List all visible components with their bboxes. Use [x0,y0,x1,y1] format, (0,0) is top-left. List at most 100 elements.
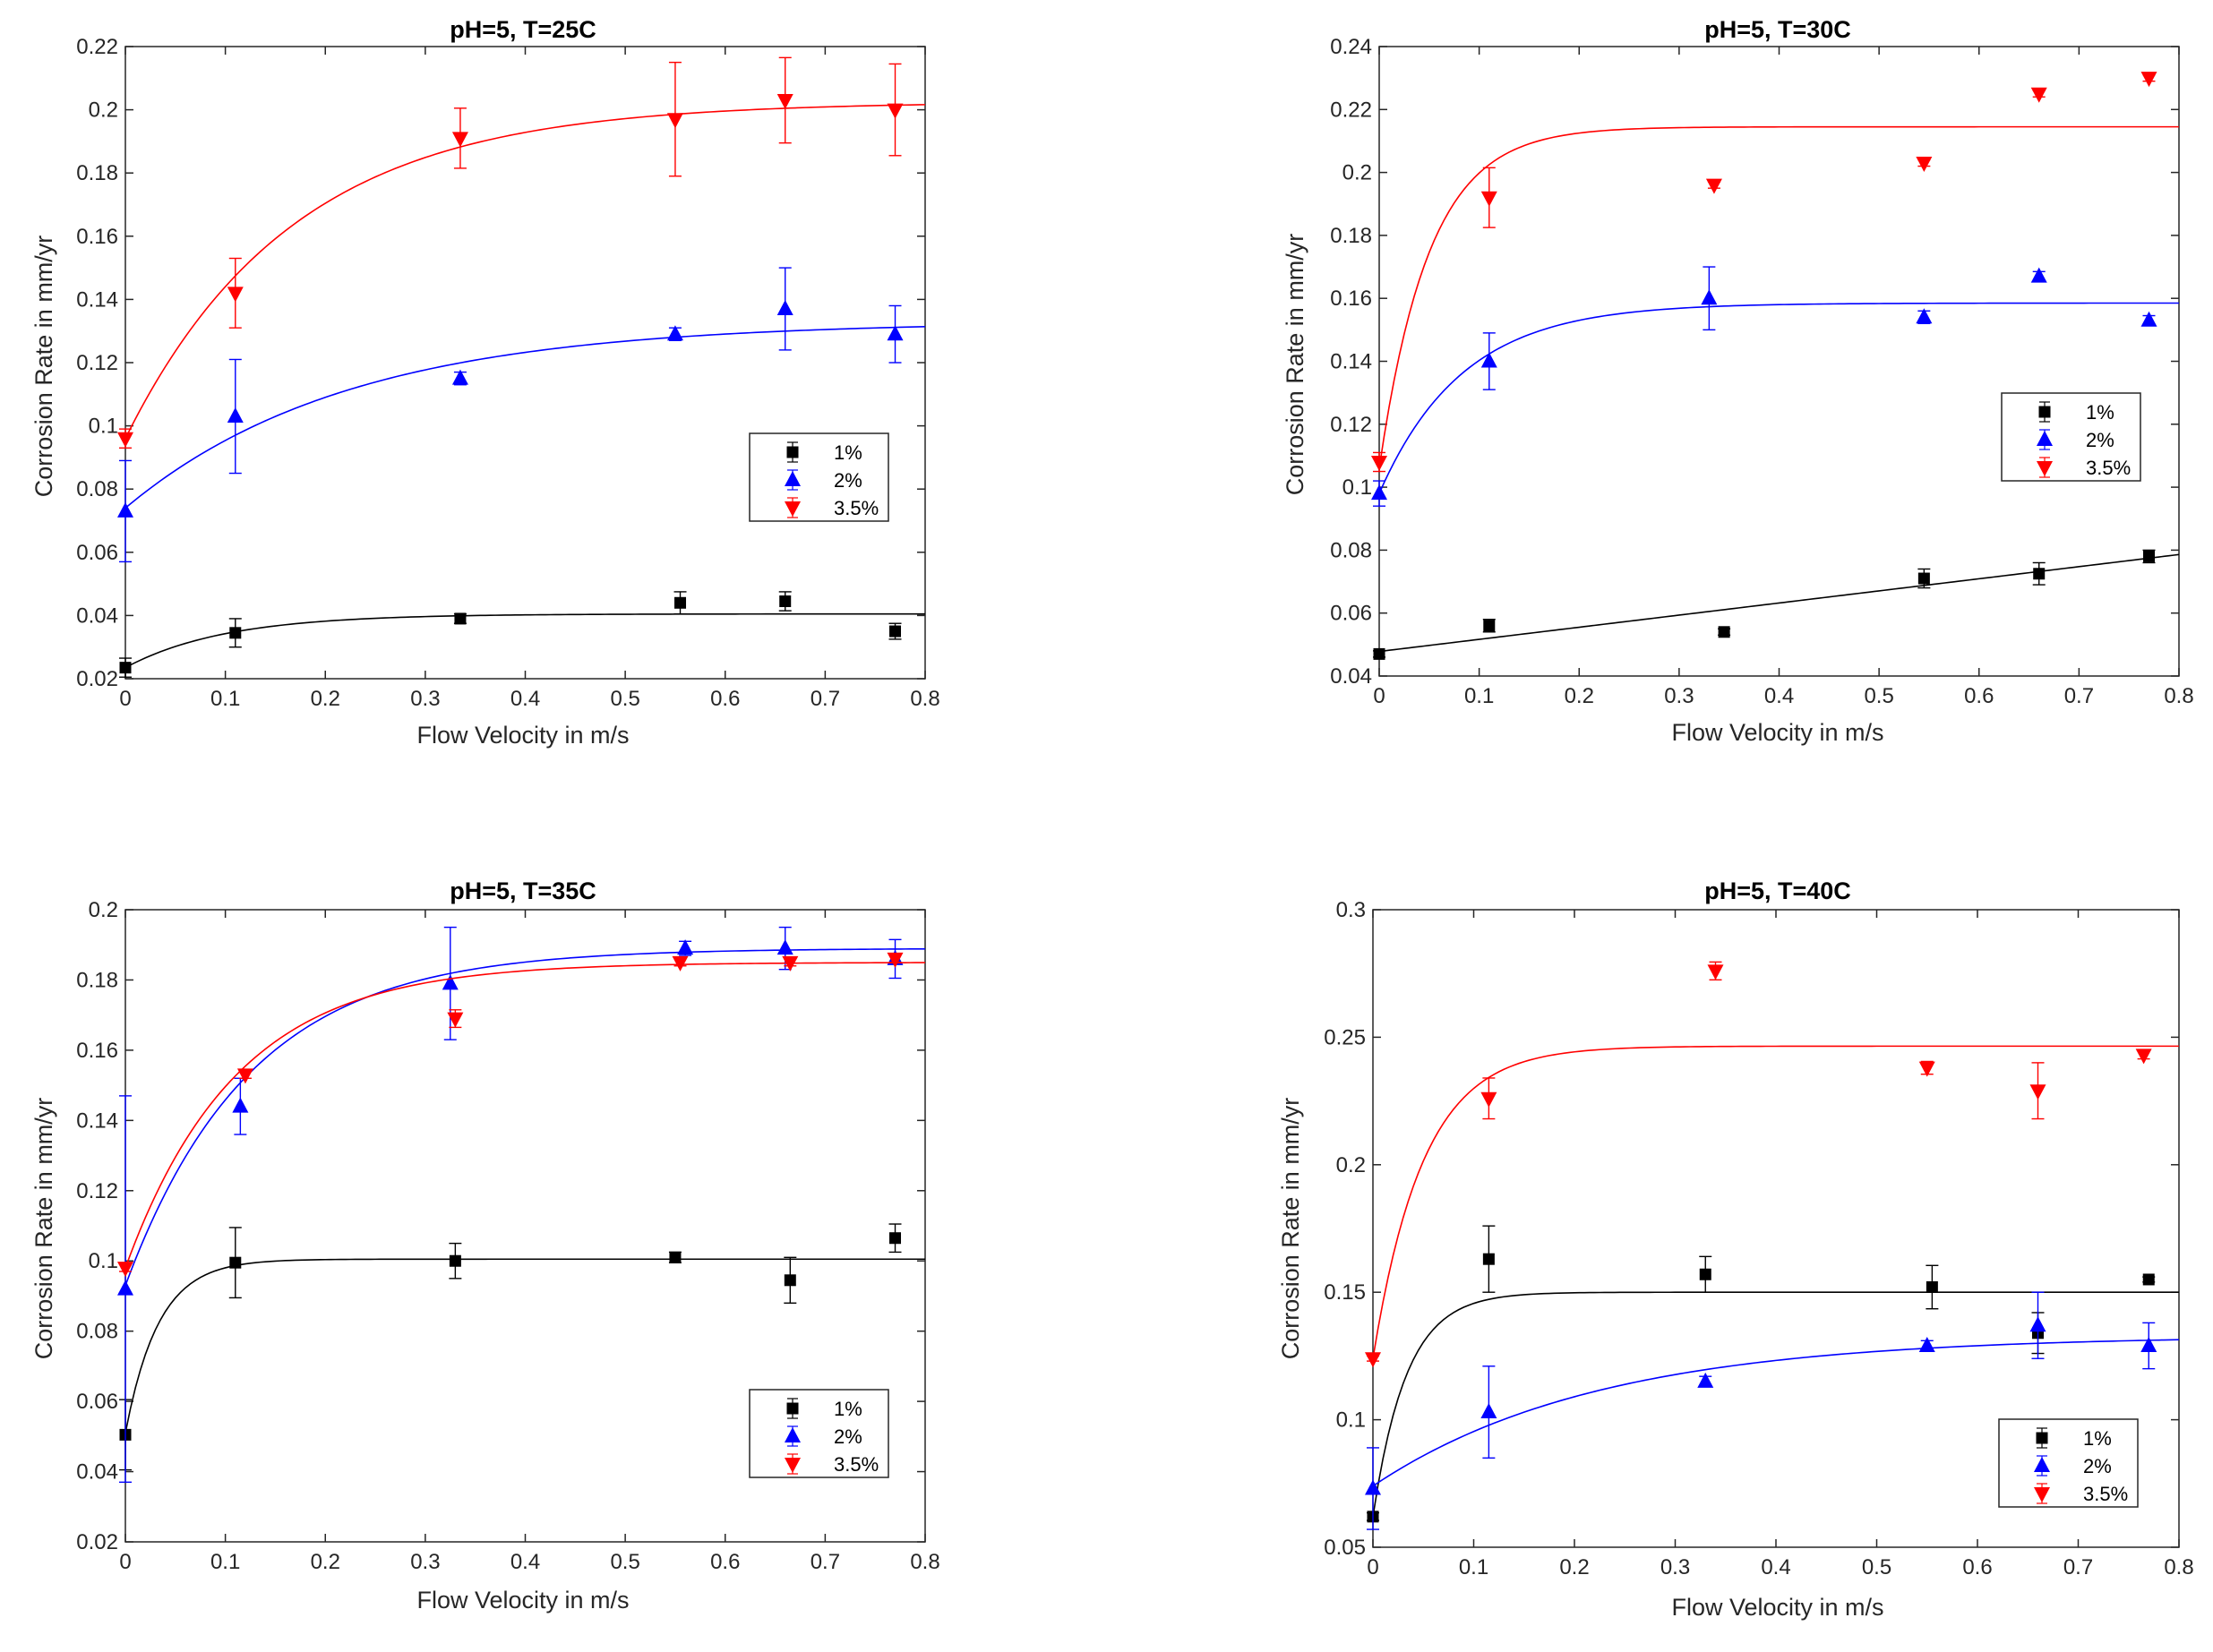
x-tick-label: 0.1 [1459,1555,1488,1579]
x-tick-label: 0.3 [410,687,440,711]
x-tick-label: 0.5 [610,687,639,711]
x-tick-label: 0 [119,687,131,711]
plot-area: 0 0.1 0.2 0.3 0.4 0.5 0.6 0.7 0.8 0.02 0.04 0.06 0.0… [76,35,939,711]
y-tick-label: 0.2 [89,898,118,922]
data-point [451,369,468,385]
legend-label-2pct: 2% [2083,1455,2112,1477]
series-1pct [119,591,925,678]
data-point [1483,620,1496,632]
y-tick-label: 0.16 [76,1039,118,1063]
legend-box [749,432,889,522]
data-point [232,1097,249,1113]
legend-label-1pct: 1% [834,441,862,464]
data-point [229,1256,242,1269]
data-point [2135,1049,2152,1065]
series-1pct [119,1223,925,1471]
data-point [666,113,683,129]
legend-marker [785,1427,801,1442]
fit-curve [1372,1045,2179,1359]
x-tick-label: 0.2 [311,1550,340,1574]
data-point [1718,626,1730,638]
data-point [776,299,793,315]
series-2pct [117,926,926,1484]
data-point [227,407,244,424]
x-axis-label: Flow Velocity in m/s [416,722,629,749]
y-tick-label: 0.2 [1336,1153,1366,1177]
legend-label-3-5pct: 3.5% [2083,1483,2128,1505]
data-point [1918,1337,1935,1353]
y-tick-label: 0.3 [1336,898,1366,922]
y-tick-label: 0.02 [76,667,118,691]
x-tick-label: 0 [1367,1555,1378,1579]
y-tick-label: 0.24 [1330,35,1372,59]
fit-curve [1372,1339,2180,1487]
legend-label-2pct: 2% [2086,429,2114,451]
data-point [117,1280,133,1296]
fit-curve [124,104,926,440]
data-point [1705,178,1722,194]
legend-marker [785,501,801,517]
legend-marker [2037,431,2053,446]
data-point [451,132,468,148]
x-tick-label: 0.7 [2063,1555,2093,1579]
fit-curve [124,1258,925,1434]
x-tick-label: 0.1 [210,687,240,711]
y-tick-label: 0.1 [89,1249,118,1273]
data-point [2030,267,2047,283]
data-point [1371,455,1387,471]
y-tick-label: 0.08 [1330,538,1372,562]
x-tick-label: 0.5 [1862,1555,1891,1579]
series-3-5pct [117,952,926,1278]
legend-box [1998,1418,2139,1508]
x-tick-label: 0.6 [710,1550,740,1574]
series-3-5pct [117,56,926,449]
legend-marker [2038,406,2051,418]
legend: 1% 2% 3.5% [2001,392,2141,482]
x-axis-label: Flow Velocity in m/s [1671,719,1883,746]
panel-t30c: 0 0.1 0.2 0.3 0.4 0.5 0.6 0.7 0.8 0.04 0.06 0.08 0.1… [1282,16,2194,746]
data-point [1697,1372,1714,1388]
legend-label-3-5pct: 3.5% [834,497,879,519]
data-point [2143,550,2156,562]
series-2pct [1371,266,2179,507]
y-tick-label: 0.18 [76,968,118,992]
x-tick-label: 0.7 [2064,684,2094,708]
fit-curve [124,947,926,1286]
y-tick-label: 0.05 [1324,1536,1366,1560]
data-point [887,103,904,119]
x-tick-label: 0.8 [2164,684,2193,708]
fit-curve [1372,1291,2179,1517]
data-point [1701,289,1718,305]
data-point [1480,1403,1497,1419]
y-tick-label: 0.1 [89,415,118,439]
x-tick-label: 0.4 [1761,1555,1790,1579]
series-1pct [1373,549,2180,660]
data-point [784,1274,796,1287]
x-axis-label: Flow Velocity in m/s [416,1587,629,1613]
axes-box [1378,46,2180,677]
data-point [447,1012,464,1028]
data-point [1918,1061,1935,1077]
data-point [2140,72,2157,88]
y-tick-label: 0.04 [76,1460,118,1485]
legend-marker [2034,1487,2050,1502]
x-tick-label: 0.7 [811,687,840,711]
y-tick-label: 0.25 [1324,1025,1366,1049]
legend-marker [786,446,799,458]
axes-box [124,46,926,680]
x-tick-label: 0.3 [410,1550,440,1574]
chart-title: pH=5, T=25C [450,16,596,43]
y-tick-label: 0.1 [1342,475,1372,500]
y-tick-label: 0.08 [76,1320,118,1344]
legend-box [749,1389,889,1478]
x-tick-label: 0.1 [1464,684,1494,708]
data-point [887,952,904,968]
y-tick-label: 0.22 [76,35,118,59]
x-tick-label: 0.1 [210,1550,240,1574]
x-tick-label: 0.4 [1764,684,1794,708]
data-point [779,595,792,608]
series-3-5pct [1371,72,2179,473]
y-tick-label: 0.14 [76,287,118,312]
data-point [776,94,793,110]
